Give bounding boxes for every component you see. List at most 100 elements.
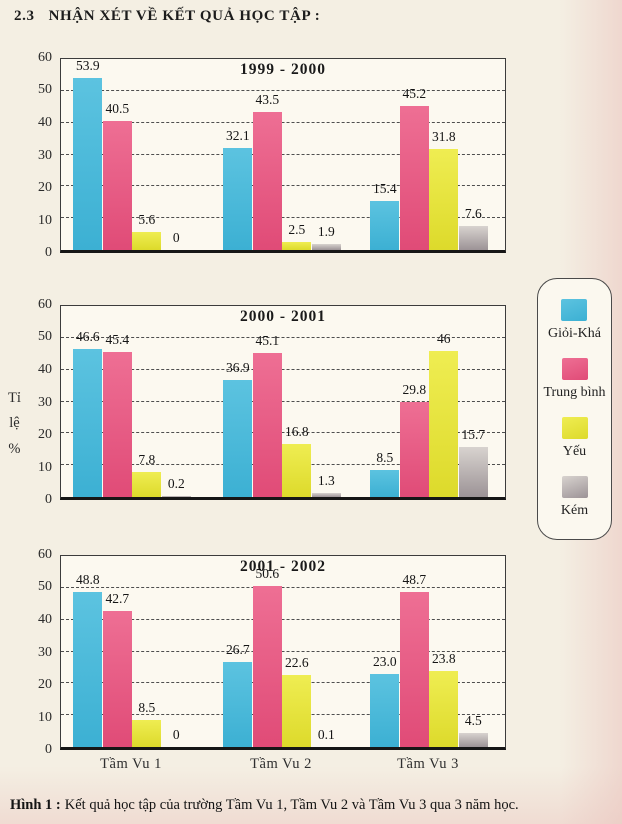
bar-value-label: 0 (172, 727, 180, 742)
bar-group: 36.9 45.1 16.8 1.3 (223, 306, 341, 497)
gridline (61, 185, 505, 187)
y-tick-label: 20 (38, 426, 52, 442)
bar-slot: 36.9 (223, 306, 253, 497)
bar-gioi-kha (73, 591, 102, 747)
bar-slot: 2.5 (282, 59, 312, 250)
bar-slot: 22.6 (282, 556, 312, 747)
bar-slot: 0.1 (311, 556, 342, 747)
bar-kem (458, 225, 488, 250)
legend-label: Giỏi-Khá (548, 326, 601, 341)
bar-slot: 26.7 (223, 556, 253, 747)
bar-slot: 7.6 (458, 59, 489, 250)
y-tick-label: 60 (38, 547, 52, 562)
bar-gioi-kha (73, 348, 102, 497)
y-axis-label: Tỉ lệ % (8, 386, 21, 462)
bar-slot: 29.8 (399, 306, 430, 497)
bar-value-label: 2.5 (288, 222, 306, 238)
bar-value-label: 36.9 (225, 359, 250, 375)
legend-label: Yếu (562, 444, 587, 459)
legend-item-trung-binh: Trung bình (543, 358, 606, 401)
bar-slot: 23.0 (370, 556, 400, 747)
bar-group: 15.4 45.2 31.8 7.6 (370, 59, 488, 250)
bar-value-label: 23.8 (431, 651, 456, 667)
bar-slot: 53.9 (73, 58, 103, 250)
bar-slot: 23.8 (429, 556, 459, 747)
bar-slot: 1.3 (311, 306, 342, 497)
kem-swatch-icon (561, 476, 588, 498)
bar-value-label: 16.8 (284, 423, 309, 439)
bar-yeu (282, 443, 311, 497)
chart-panel-2001-2002: 60 50 40 30 20 10 0 2001 - 2002 48.8 42.7 8.5 0 26… (18, 547, 506, 757)
bar-value-label: 40.5 (105, 101, 130, 117)
bar-slot: 42.7 (102, 556, 133, 747)
gridline (61, 153, 505, 155)
bar-value-label: 26.7 (225, 642, 250, 658)
bar-gioi-kha (73, 78, 102, 250)
legend-item-kem: Kém (561, 476, 588, 519)
bar-slot: 31.8 (429, 59, 459, 250)
y-tick-label: 50 (38, 579, 52, 595)
bar-slot: 50.6 (252, 556, 283, 747)
figure-caption-text: Kết quả học tập của trường Tầm Vu 1, Tầm… (64, 797, 519, 813)
bar-value-label: 48.8 (75, 571, 100, 587)
bar-group: 8.5 29.8 46 15.7 (370, 306, 488, 497)
gridline (61, 89, 505, 91)
legend-item-gioi-kha: Giỏi-Khá (548, 299, 601, 342)
gridline (61, 121, 505, 123)
bar-slot: 15.4 (370, 59, 400, 250)
y-axis-ticks: 60 50 40 30 20 10 0 (18, 297, 60, 507)
figure-caption: Hình 1 : Kết quả học tập của trường Tầm V… (10, 797, 616, 814)
chart-title: 2000 - 2001 (240, 308, 326, 325)
bar-value-label: 15.4 (372, 180, 397, 196)
bar-slot: 4.5 (458, 556, 489, 747)
y-tick-label: 0 (45, 742, 52, 757)
bar-value-label: 42.7 (105, 591, 130, 607)
y-axis-label-line: Tỉ (8, 390, 21, 406)
gridline (61, 618, 505, 620)
gridline (61, 217, 505, 219)
plot-area: 1999 - 2000 53.9 40.5 5.6 0 32.1 43.5 2.5 1.9 15… (60, 58, 506, 253)
bar-value-label: 45.2 (402, 86, 427, 102)
bar-trung-binh (102, 121, 132, 250)
bar-gioi-kha (223, 147, 252, 250)
bar-slot: 0 (162, 59, 192, 250)
bar-yeu (132, 719, 161, 747)
y-tick-label: 60 (38, 297, 52, 312)
y-tick-label: 20 (38, 179, 52, 195)
bar-yeu (132, 472, 161, 497)
yeu-swatch-icon (561, 417, 588, 439)
bar-value-label: 31.8 (431, 128, 456, 144)
bar-slot: 45.2 (399, 59, 430, 250)
x-category-label: Tầm Vu 1 (100, 756, 162, 772)
legend: Giỏi-Khá Trung bình Yếu Kém (537, 278, 612, 540)
bar-value-label: 48.7 (402, 571, 427, 587)
bar-slot: 16.8 (282, 306, 312, 497)
bar-yeu (282, 242, 311, 250)
bar-trung-binh (252, 585, 282, 747)
bar-yeu (429, 671, 458, 747)
bar-trung-binh (102, 352, 132, 497)
bar-yeu (282, 675, 311, 747)
bar-slot: 48.8 (73, 556, 103, 747)
gridline (61, 650, 505, 652)
bar-value-label: 15.7 (461, 427, 486, 443)
bar-slot: 0.2 (161, 306, 192, 497)
bar-gioi-kha (223, 662, 252, 747)
bar-slot: 40.5 (102, 59, 133, 250)
y-tick-label: 20 (38, 676, 52, 692)
y-tick-label: 0 (45, 245, 52, 260)
figure-caption-label: Hình 1 : (10, 797, 61, 813)
bar-value-label: 8.5 (376, 449, 394, 465)
bar-slot: 43.5 (252, 59, 283, 250)
bar-value-label: 0.2 (167, 476, 185, 492)
bar-value-label: 1.9 (317, 223, 335, 239)
legend-label: Trung bình (543, 385, 606, 400)
bar-slot: 5.6 (132, 59, 162, 250)
bar-gioi-kha (223, 379, 252, 497)
bar-value-label: 46 (437, 330, 451, 346)
gridline (61, 586, 505, 588)
bar-value-label: 4.5 (464, 712, 482, 728)
bar-slot: 15.7 (458, 306, 489, 497)
bar-value-label: 7.6 (464, 205, 482, 221)
